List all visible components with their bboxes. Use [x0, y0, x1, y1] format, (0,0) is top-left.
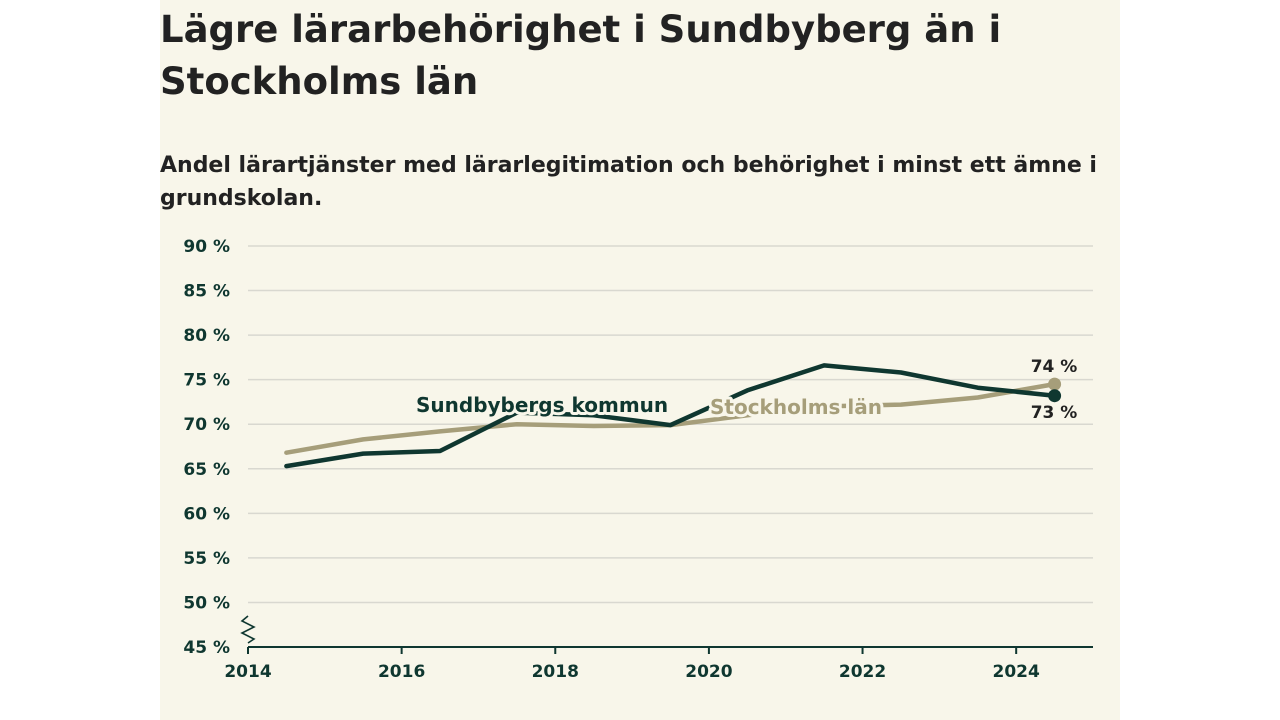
y-axis: 45 % 50 % 55 % 60 % 65 % 70 % 75 % 80 % 85 % 90 % [183, 237, 256, 658]
end-point-stockholm [1048, 377, 1062, 391]
chart-card: Lägre lärarbehörighet i Sundbyberg än i … [160, 0, 1120, 720]
series-line-sundbyberg [284, 363, 1057, 469]
line-chart: 45 % 50 % 55 % 60 % 65 % 70 % 75 % 80 % 85 % 90 %… [183, 237, 1093, 682]
end-label-sundbyberg: 73 % [1031, 403, 1078, 423]
x-tick-label: 2018 [532, 662, 579, 682]
series-line-stockholm [284, 381, 1057, 455]
x-tick-label: 2014 [224, 662, 271, 682]
axis-break-icon [240, 615, 256, 644]
y-tick-label: 70 % [183, 415, 230, 435]
y-tick-label: 45 % [183, 638, 230, 658]
chart-subtitle: Andel lärartjänster med lärarlegitimatio… [160, 153, 1097, 211]
y-tick-label: 80 % [183, 326, 230, 346]
series: Sundbybergs kommun Stockholms län 73 % 74 % [284, 357, 1078, 469]
x-tick-label: 2016 [378, 662, 425, 682]
end-point-sundbyberg [1048, 389, 1062, 403]
y-tick-label: 85 % [183, 282, 230, 302]
series-label-stockholm: Stockholms län [710, 395, 882, 419]
x-tick-label: 2022 [839, 662, 886, 682]
y-tick-label: 60 % [183, 504, 230, 524]
x-axis: 2014 2016 2018 2020 2022 2024 [224, 646, 1093, 682]
series-label-sundbyberg: Sundbybergs kommun [416, 393, 668, 417]
chart-title: Lägre lärarbehörighet i Sundbyberg än i … [160, 8, 1002, 103]
x-tick-label: 2020 [685, 662, 732, 682]
y-tick-label: 90 % [183, 237, 230, 257]
y-tick-label: 50 % [183, 593, 230, 613]
x-tick-label: 2024 [993, 662, 1040, 682]
y-tick-label: 55 % [183, 549, 230, 569]
y-tick-label: 75 % [183, 371, 230, 391]
y-tick-label: 65 % [183, 460, 230, 480]
end-label-stockholm: 74 % [1031, 357, 1078, 377]
